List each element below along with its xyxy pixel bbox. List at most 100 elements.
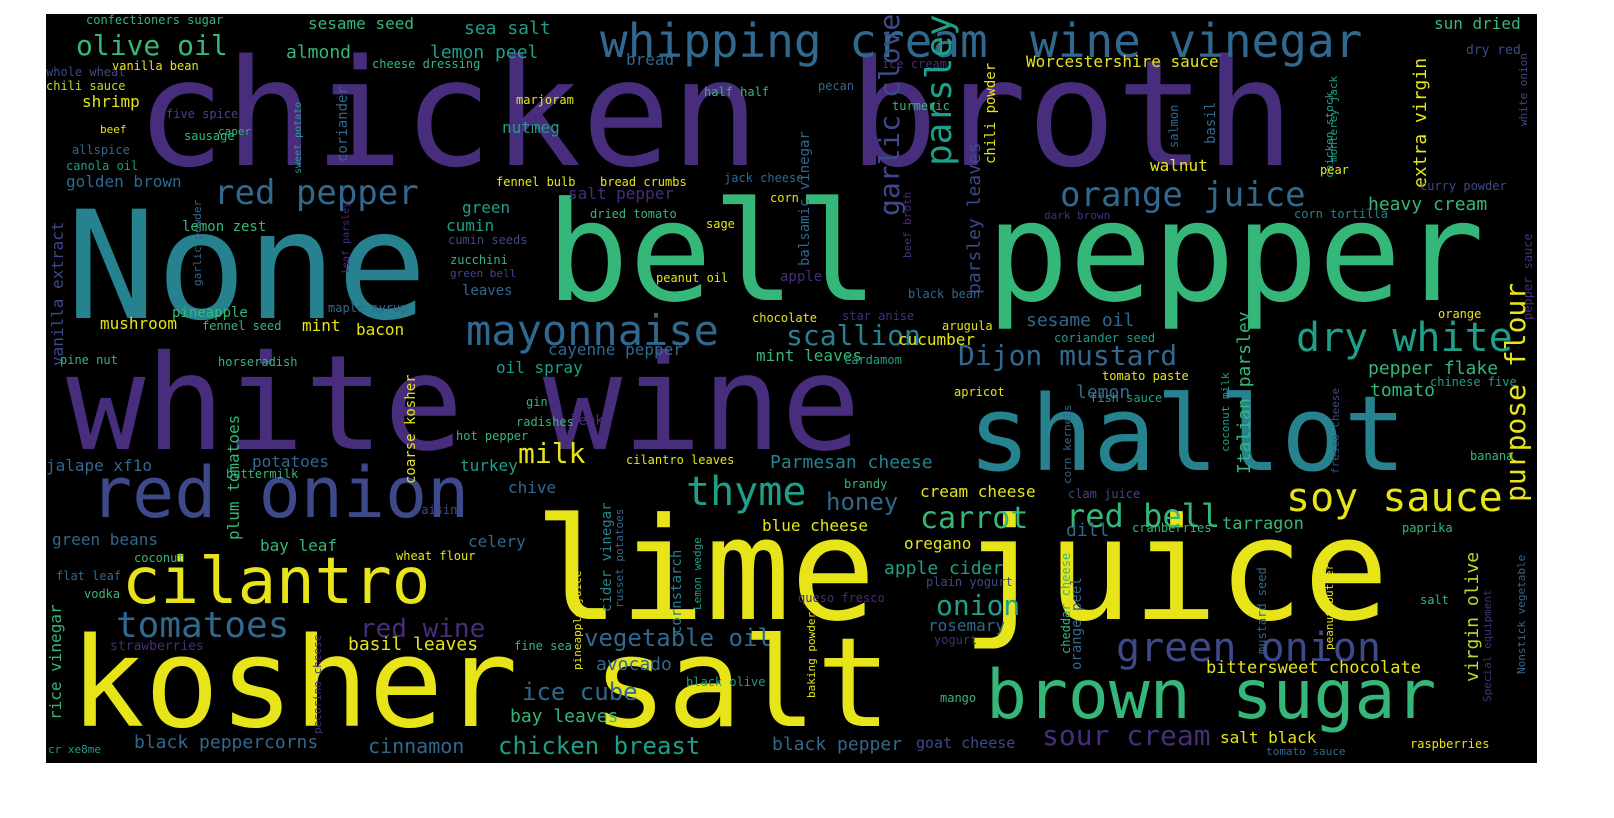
word: paprika (1402, 521, 1453, 535)
word: black bean (908, 287, 981, 301)
word: half half (704, 85, 770, 99)
word: cilantro leaves (626, 453, 735, 467)
word: salt (1420, 593, 1449, 607)
word: chili sauce (46, 79, 126, 93)
word: carrot (920, 501, 1029, 536)
word: arugula (942, 319, 993, 333)
word: peanut oil (656, 271, 729, 285)
word: garlic clove (873, 14, 906, 216)
word: bay leaf (260, 536, 338, 555)
word: pepper sauce (1521, 233, 1535, 320)
word: cr xe8me (48, 743, 101, 756)
word: vodka (84, 587, 121, 601)
word: plain yogurt (926, 575, 1013, 589)
word: honey (826, 488, 899, 516)
word: chinese five (1430, 375, 1517, 389)
word: salt pepper (568, 184, 674, 203)
word: lime juice (534, 488, 1389, 653)
word: bell (546, 172, 879, 333)
word: green onion (1116, 625, 1381, 671)
word: mayonnaise (466, 306, 719, 355)
word: star anise (842, 309, 915, 323)
word: pine nut (60, 353, 118, 367)
word: green bell (450, 267, 517, 280)
word: dry white (1296, 315, 1513, 361)
word: turkey (460, 456, 518, 475)
word: cinnamon (368, 734, 465, 758)
word: parsley (919, 14, 960, 166)
word: mint (302, 316, 341, 335)
word: yogurt (934, 633, 978, 647)
word: cayenne pepper (548, 340, 683, 359)
word: oregano (904, 534, 972, 553)
word: nutmeg (502, 118, 560, 137)
word: red bell (1066, 497, 1221, 535)
word: Nonstick vegetable (1515, 554, 1528, 674)
word: lemon peel (430, 42, 539, 63)
word: russet potatoes (613, 508, 626, 608)
word: orange juice (1060, 175, 1306, 215)
word: potatoes (252, 452, 330, 471)
word: sage (706, 217, 735, 231)
word: lemon (1076, 382, 1131, 403)
word: corn kernels (1061, 404, 1074, 484)
word: celery (468, 532, 526, 551)
word: corn (770, 191, 799, 205)
word: monterey jack (1327, 75, 1340, 162)
word: Lemon wedge (691, 537, 704, 610)
word: tomato paste (1102, 369, 1189, 383)
word: brown sugar (986, 656, 1437, 735)
word: buttermilk (226, 467, 299, 481)
word: apple (780, 269, 823, 285)
word: peanut butter (1323, 563, 1336, 650)
word: cumin seeds (448, 233, 528, 247)
word: green beans (52, 530, 158, 549)
word: bittersweet chocolate (1206, 658, 1421, 678)
word: salmon (1167, 104, 1181, 148)
word: tarragon (1222, 514, 1304, 534)
word: onion (936, 589, 1021, 622)
word: red pepper (214, 173, 419, 213)
word: thyme (686, 469, 807, 515)
word: tomato (1370, 380, 1436, 401)
word: rosemary (928, 616, 1006, 635)
word: None (66, 180, 428, 354)
word: garlic powder (191, 199, 204, 286)
word: coarse kosher (403, 374, 419, 484)
word: dried tomato (590, 207, 677, 221)
word: shrimp (82, 92, 140, 111)
word: caper (218, 125, 252, 138)
word: Worcestershire sauce (1026, 52, 1219, 71)
word: cumin (446, 216, 495, 235)
word: oil spray (496, 358, 583, 377)
word: red onion (90, 452, 470, 534)
word: marjoram (516, 93, 574, 107)
word: scallion (786, 319, 921, 352)
word-cloud: chicken broth None bell pepper white win… (46, 14, 1537, 763)
word: milk (518, 437, 586, 470)
word: leek (570, 413, 604, 429)
word: pepper flake (1368, 358, 1499, 379)
word: goat cheese (916, 734, 1016, 752)
word: vanilla extract (48, 221, 67, 367)
word: tomato sauce (1266, 745, 1346, 758)
word: chicken breast (498, 732, 701, 760)
word: wine vinegar (1030, 14, 1363, 68)
word: cardamom (844, 353, 902, 367)
word: avocado (596, 654, 672, 675)
word: bread (626, 50, 675, 69)
word: Italian parsley (1234, 311, 1255, 474)
word: leaves (462, 283, 513, 299)
word: chive (508, 478, 557, 497)
word: basil (1203, 101, 1219, 144)
word: cheese dressing (372, 57, 481, 71)
word: beef broth (901, 191, 914, 258)
word: fine sea (514, 639, 572, 653)
word: ice cream (882, 57, 948, 71)
word: extra virgin (1410, 57, 1431, 188)
word: dill (1066, 520, 1110, 541)
word: sesame seed (308, 14, 414, 33)
word: rice vinegar (46, 604, 65, 720)
word: sour cream (1042, 719, 1211, 752)
word: white onion (1517, 53, 1530, 126)
